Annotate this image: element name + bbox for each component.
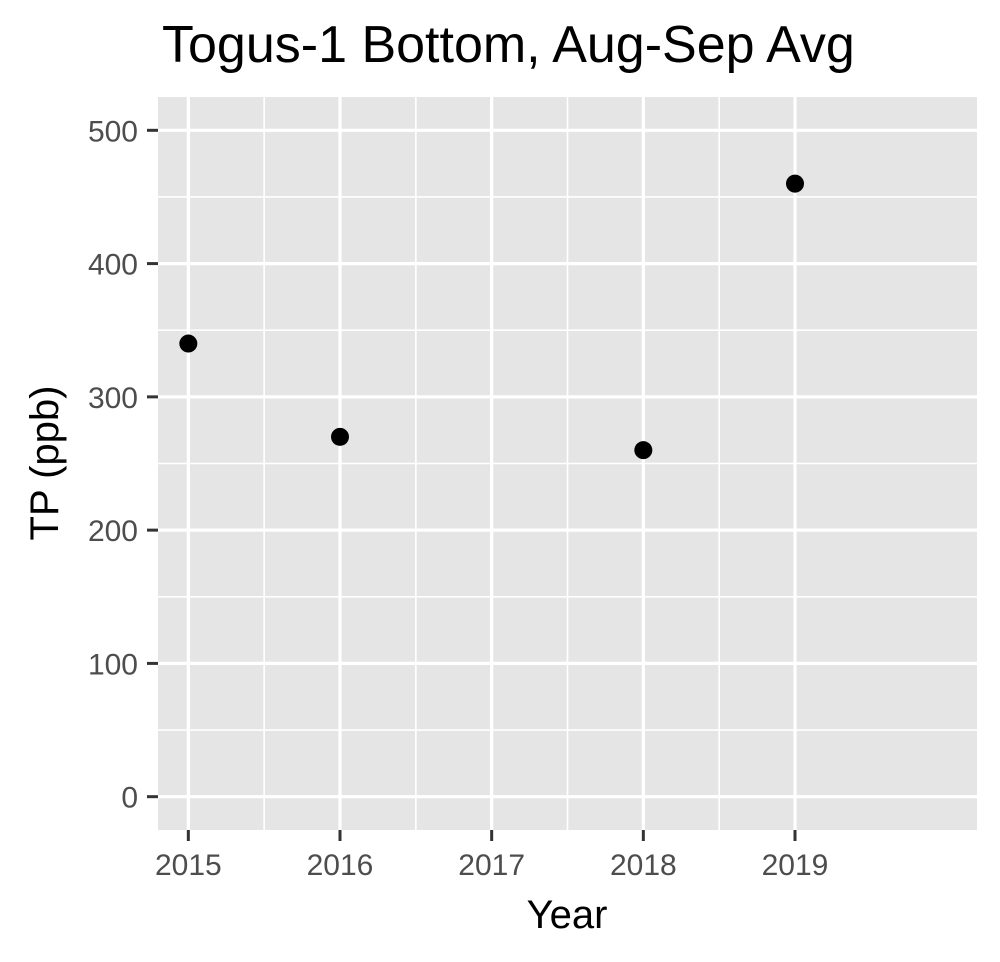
y-tick-label: 500 (88, 115, 138, 148)
y-axis: 0 100 200 300 400 500 (88, 115, 158, 815)
data-point (331, 427, 349, 446)
grid-minor (158, 97, 977, 830)
y-tick-label: 0 (121, 782, 138, 815)
data-point (179, 334, 198, 353)
x-tick-label: 2017 (458, 849, 525, 882)
x-axis: 2015 2016 2017 2018 2019 (155, 830, 828, 882)
x-axis-title: Year (527, 893, 608, 937)
x-tick-label: 2019 (762, 849, 829, 882)
y-tick-label: 100 (88, 648, 138, 681)
grid-major (158, 97, 977, 830)
y-tick-label: 400 (88, 249, 138, 282)
x-tick-label: 2016 (307, 849, 374, 882)
y-tick-label: 200 (88, 515, 138, 548)
data-point (786, 174, 804, 193)
chart-title: Togus-1 Bottom, Aug-Sep Avg (162, 16, 855, 74)
data-point (634, 441, 653, 460)
y-tick-label: 300 (88, 382, 138, 415)
x-tick-label: 2018 (610, 849, 677, 882)
x-tick-label: 2015 (155, 849, 222, 882)
data-points (179, 174, 804, 460)
y-axis-title: TP (ppb) (23, 386, 67, 541)
